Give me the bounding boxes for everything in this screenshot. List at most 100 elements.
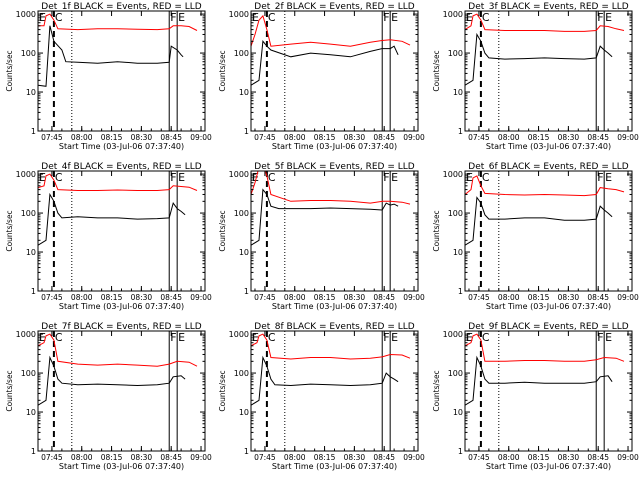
x-tick-label: 08:00 — [498, 133, 520, 142]
x-tick-label: 07:45 — [41, 453, 63, 462]
y-tick-label: 1 — [244, 127, 249, 136]
x-tick-label: 08:15 — [101, 453, 123, 462]
event-marker-label: C — [482, 331, 490, 344]
x-tick-label: 08:00 — [498, 453, 520, 462]
x-tick-label: 08:15 — [101, 293, 123, 302]
x-axis-label: Start Time (03-Jul-06 07:37:40) — [272, 302, 397, 311]
x-tick-label: 07:45 — [468, 133, 490, 142]
x-tick-label: 08:30 — [558, 293, 580, 302]
event-marker-label: F — [170, 171, 176, 184]
events-series-line — [465, 32, 613, 86]
x-tick-label: 08:30 — [344, 293, 366, 302]
plot-frame — [464, 330, 633, 452]
y-tick-label: 100 — [448, 49, 463, 58]
y-tick-label: 10 — [453, 88, 463, 97]
x-tick-label: 08:45 — [160, 293, 182, 302]
events-series-line — [251, 355, 399, 406]
event-marker-label: F — [170, 11, 176, 24]
y-tick-label: 100 — [21, 49, 36, 58]
panel-title: Det_5f BLACK = Events, RED = LLD — [254, 162, 414, 172]
event-marker-label: E — [391, 331, 398, 344]
event-marker-label: C — [482, 171, 490, 184]
y-axis-label: Counts/sec — [218, 50, 227, 91]
y-tick-label: 1000 — [443, 10, 463, 19]
x-axis-label: Start Time (03-Jul-06 07:37:40) — [486, 302, 611, 311]
y-tick-label: 1000 — [229, 170, 249, 179]
y-axis-label: Counts/sec — [5, 50, 14, 91]
y-tick-label: 1000 — [443, 330, 463, 339]
panel-title: Det_3f BLACK = Events, RED = LLD — [468, 2, 628, 12]
lld-series-line — [38, 333, 198, 367]
y-axis-label: Counts/sec — [432, 370, 441, 411]
x-tick-label: 08:45 — [160, 133, 182, 142]
events-series-line — [251, 188, 399, 246]
event-marker-label: E — [252, 331, 259, 344]
events-series-line — [465, 196, 613, 246]
event-marker-label: F — [597, 11, 603, 24]
y-axis-label: Counts/sec — [218, 370, 227, 411]
plot-frame — [250, 10, 419, 132]
lld-series-line — [38, 13, 198, 31]
x-tick-label: 08:00 — [284, 453, 306, 462]
plot-frame — [464, 10, 633, 132]
panel-title: Det_8f BLACK = Events, RED = LLD — [254, 322, 414, 332]
event-marker-label: E — [39, 171, 46, 184]
events-series-line — [465, 355, 613, 406]
x-axis-label: Start Time (03-Jul-06 07:37:40) — [272, 142, 397, 151]
x-tick-label: 09:00 — [617, 453, 639, 462]
y-axis-label: Counts/sec — [5, 210, 14, 251]
x-axis-label: Start Time (03-Jul-06 07:37:40) — [486, 142, 611, 151]
x-tick-label: 08:15 — [314, 293, 336, 302]
event-marker-label: E — [252, 11, 259, 24]
event-marker-label: E — [178, 171, 185, 184]
plot-frame — [37, 170, 206, 292]
y-tick-label: 1 — [458, 127, 463, 136]
panel-title: Det_1f BLACK = Events, RED = LLD — [41, 2, 201, 12]
y-tick-label: 1 — [244, 287, 249, 296]
x-tick-label: 08:15 — [101, 133, 123, 142]
event-marker-label: C — [268, 11, 276, 24]
event-marker-label: E — [39, 331, 46, 344]
x-tick-label: 08:15 — [314, 453, 336, 462]
event-marker-label: E — [466, 331, 473, 344]
y-tick-label: 100 — [21, 209, 36, 218]
y-tick-label: 1000 — [229, 330, 249, 339]
x-tick-label: 07:45 — [41, 133, 63, 142]
y-tick-label: 1 — [31, 447, 36, 456]
y-axis-label: Counts/sec — [432, 210, 441, 251]
lld-series-line — [38, 173, 198, 191]
x-tick-label: 07:45 — [468, 453, 490, 462]
event-marker-label: C — [268, 171, 276, 184]
event-marker-label: E — [466, 171, 473, 184]
x-axis-label: Start Time (03-Jul-06 07:37:40) — [486, 462, 611, 471]
y-tick-label: 1000 — [16, 10, 36, 19]
event-marker-label: C — [55, 331, 63, 344]
panel-title: Det_4f BLACK = Events, RED = LLD — [41, 162, 201, 172]
y-tick-label: 10 — [239, 408, 249, 417]
x-tick-label: 09:00 — [190, 293, 212, 302]
lld-series-line — [251, 333, 411, 360]
event-marker-label: F — [383, 331, 389, 344]
plot-frame — [250, 170, 419, 292]
y-tick-label: 1 — [458, 287, 463, 296]
x-tick-label: 08:45 — [373, 293, 395, 302]
lld-series-line — [251, 171, 411, 205]
x-tick-label: 08:15 — [528, 453, 550, 462]
y-axis-label: Counts/sec — [218, 210, 227, 251]
x-tick-label: 08:45 — [587, 133, 609, 142]
event-marker-label: F — [383, 11, 389, 24]
panel-title: Det_9f BLACK = Events, RED = LLD — [468, 322, 628, 332]
x-tick-label: 08:30 — [558, 133, 580, 142]
x-tick-label: 07:45 — [254, 293, 276, 302]
y-tick-label: 1 — [458, 447, 463, 456]
event-marker-label: E — [178, 11, 185, 24]
x-axis-label: Start Time (03-Jul-06 07:37:40) — [59, 302, 184, 311]
event-marker-label: E — [605, 171, 612, 184]
event-marker-label: E — [391, 11, 398, 24]
x-tick-label: 08:30 — [344, 453, 366, 462]
